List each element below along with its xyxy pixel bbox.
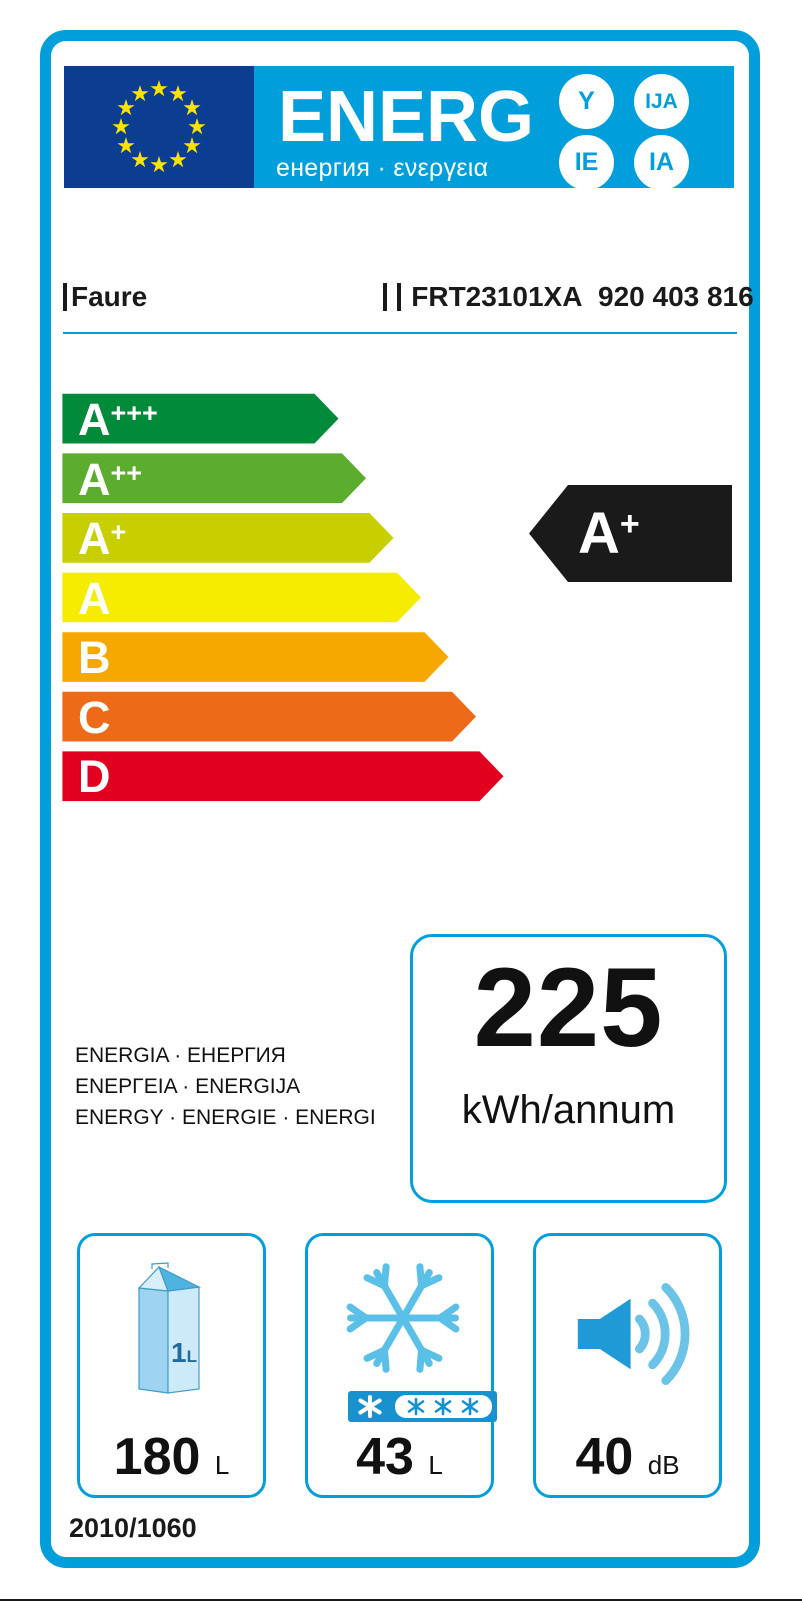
svg-text:D: D xyxy=(78,751,111,802)
svg-text:B: B xyxy=(78,632,111,683)
svg-text:C: C xyxy=(78,692,111,743)
svg-text:A: A xyxy=(78,573,111,624)
